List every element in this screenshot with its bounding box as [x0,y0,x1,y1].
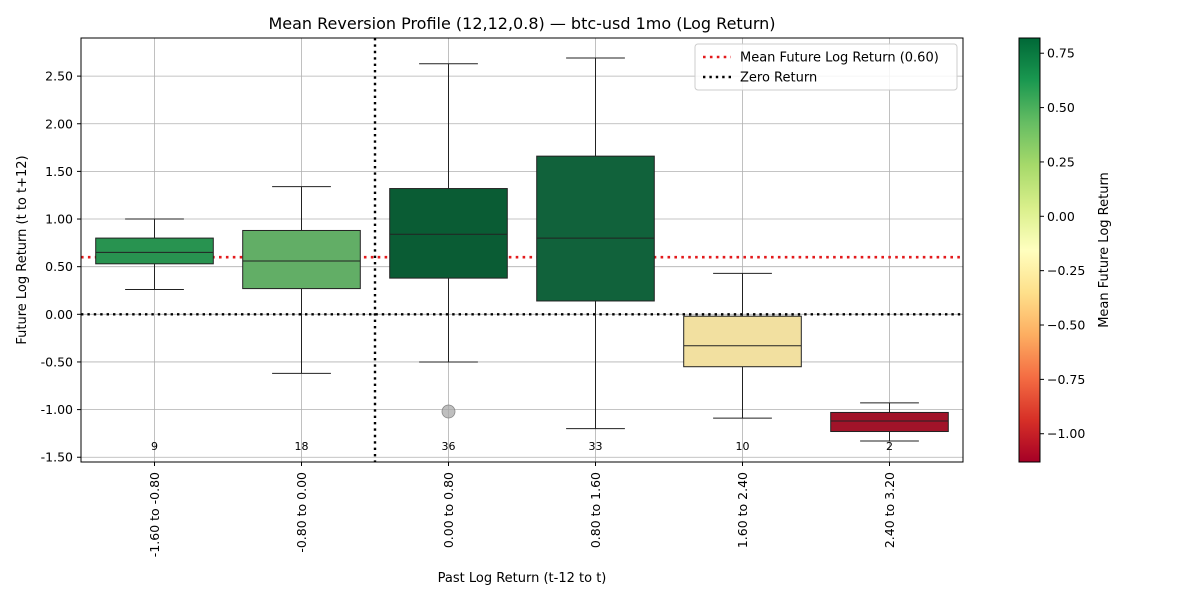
y-tick-label: -1.00 [41,402,73,417]
box-body [242,229,361,290]
box-body [683,315,802,368]
colorbar-tick-label: 0.00 [1047,209,1075,224]
y-tick-label: 2.00 [45,116,73,131]
box-body [95,237,214,265]
legend-mean-label: Mean Future Log Return (0.60) [740,51,939,66]
box-body [536,155,655,302]
box-0: 9 [95,218,214,453]
y-tick-label: 0.00 [45,307,73,322]
box-2: 36 [389,63,508,453]
count-label: 9 [151,440,158,453]
x-tick-label: -0.80 to 0.00 [294,472,309,553]
legend: Mean Future Log Return (0.60) Zero Return [694,43,958,91]
count-label: 33 [589,440,603,453]
y-tick-label: 0.50 [45,259,73,274]
x-tick-label: 1.60 to 2.40 [735,472,750,548]
count-label: 36 [442,440,456,453]
count-label: 18 [295,440,309,453]
y-tick-label: 2.50 [45,69,73,84]
box-3: 33 [536,57,655,453]
x-tick-label: 2.40 to 3.20 [882,472,897,548]
x-tick-label: -1.60 to -0.80 [147,472,162,557]
legend-zero-label: Zero Return [740,71,817,86]
colorbar-ramp [1018,37,1041,463]
chart-title: Mean Reversion Profile (12,12,0.8) — btc… [268,14,775,33]
y-tick-label: -1.50 [41,450,73,465]
box-4: 10 [683,272,802,453]
y-tick-label: 1.00 [45,212,73,227]
box-body [830,411,949,433]
colorbar-tick-label: 0.50 [1047,100,1075,115]
colorbar-tick-label: −0.25 [1047,263,1085,278]
colorbar-label: Mean Future Log Return [1097,172,1112,328]
legend-box [694,43,958,91]
reference-lines [81,38,963,462]
colorbar-tick-label: −0.50 [1047,318,1085,333]
outlier-point [441,404,456,419]
colorbar-tick-label: 0.25 [1047,154,1075,169]
box-5: 2 [830,402,949,453]
y-axis-label: Future Log Return (t to t+12) [15,155,30,344]
colorbar-tick-label: 0.75 [1047,46,1075,61]
colorbar: 0.75 0.50 0.25 0.00 −0.25 −0.50 −0.75 −1.00 [1018,37,1085,463]
count-label: 2 [886,440,893,453]
x-tick-label: 0.00 to 0.80 [441,472,456,548]
x-axis-label: Past Log Return (t-12 to t) [438,571,607,586]
y-tick-label: -0.50 [41,354,73,369]
box-1: 18 [242,186,361,453]
x-tick-label: 0.80 to 1.60 [588,472,603,548]
y-tick-label: 1.50 [45,164,73,179]
colorbar-tick-label: −1.00 [1047,426,1085,441]
plot-frame [80,37,964,463]
plot-layer: 9 18 36 33 10 2 2.50 2.00 1.50 1.00 0.50 0.00 -0.50 -… [41,37,1085,557]
colorbar-tick-label: −0.75 [1047,372,1085,387]
count-label: 10 [736,440,750,453]
plot-background [81,38,963,462]
box-body [389,188,508,279]
